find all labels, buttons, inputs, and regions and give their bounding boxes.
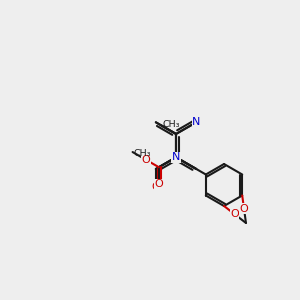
Text: O: O xyxy=(152,182,160,192)
Text: N: N xyxy=(172,152,180,162)
Text: CH₃: CH₃ xyxy=(163,120,180,129)
Text: O: O xyxy=(141,154,150,165)
Text: O: O xyxy=(240,204,248,214)
Text: CH₃: CH₃ xyxy=(133,149,151,158)
Text: O: O xyxy=(230,209,239,219)
Text: O: O xyxy=(154,179,163,189)
Text: N: N xyxy=(192,117,200,127)
